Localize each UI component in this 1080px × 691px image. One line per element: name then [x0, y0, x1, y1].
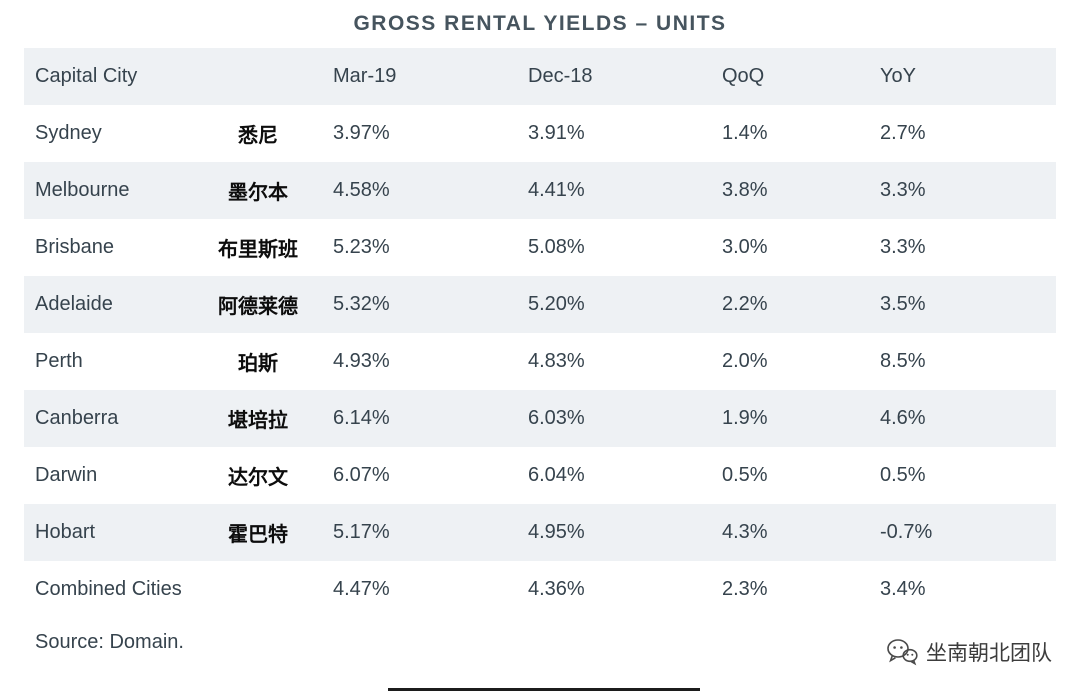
- qoq-value: 2.3%: [722, 578, 768, 600]
- header-dec-18: Dec-18: [528, 65, 593, 87]
- dec18-value: 4.36%: [528, 578, 585, 600]
- table-row-melbourne: Melbourne 墨尔本 4.58% 4.41% 3.8% 3.3%: [24, 162, 1056, 219]
- city-name: Combined Cities: [35, 578, 182, 601]
- watermark: 坐南朝北团队: [886, 637, 1052, 667]
- city-name-chinese: 达尔文: [228, 467, 288, 489]
- qoq-value: 2.0%: [722, 350, 768, 372]
- yoy-value: 4.6%: [880, 407, 926, 429]
- header-qoq: QoQ: [722, 65, 765, 87]
- table-row-combined-cities: Combined Cities 4.47% 4.36% 2.3% 3.4%: [24, 561, 1056, 618]
- dec18-value: 5.20%: [528, 293, 585, 315]
- table-row-hobart: Hobart 霍巴特 5.17% 4.95% 4.3% -0.7%: [24, 504, 1056, 561]
- city-name: Darwin: [35, 464, 98, 486]
- city-cell: Hobart 霍巴特: [24, 504, 333, 561]
- qoq-value: 1.4%: [722, 122, 768, 144]
- yoy-value: 2.7%: [880, 122, 926, 144]
- table-row-brisbane: Brisbane 布里斯班 5.23% 5.08% 3.0% 3.3%: [24, 219, 1056, 276]
- yoy-value: 3.4%: [880, 578, 926, 600]
- qoq-value: 3.8%: [722, 179, 768, 201]
- yoy-value: 8.5%: [880, 350, 926, 372]
- city-cell: Darwin 达尔文: [24, 447, 333, 504]
- city-name-chinese: 霍巴特: [228, 524, 288, 546]
- header-capital-city: Capital City: [35, 65, 138, 87]
- dec18-value: 4.95%: [528, 521, 585, 543]
- table-row-perth: Perth 珀斯 4.93% 4.83% 2.0% 8.5%: [24, 333, 1056, 390]
- city-cell: Brisbane 布里斯班: [24, 219, 333, 276]
- yoy-value: -0.7%: [880, 521, 933, 543]
- city-cell: Adelaide 阿德莱德: [24, 276, 333, 333]
- page-title: GROSS RENTAL YIELDS – UNITS: [353, 12, 727, 35]
- city-name: Hobart: [35, 521, 96, 543]
- city-name-chinese: 墨尔本: [228, 182, 288, 204]
- mar19-value: 6.07%: [333, 464, 390, 486]
- table-row-sydney: Sydney 悉尼 3.97% 3.91% 1.4% 2.7%: [24, 105, 1056, 162]
- table-row-canberra: Canberra 堪培拉 6.14% 6.03% 1.9% 4.6%: [24, 390, 1056, 447]
- dec18-value: 3.91%: [528, 122, 585, 144]
- city-cell: Canberra 堪培拉: [24, 390, 333, 447]
- city-cell: Combined Cities: [24, 561, 333, 618]
- yoy-value: 0.5%: [880, 464, 926, 486]
- city-name-chinese: 悉尼: [238, 125, 278, 147]
- mar19-value: 4.93%: [333, 350, 390, 372]
- city-name: Adelaide: [35, 293, 113, 315]
- table-row-adelaide: Adelaide 阿德莱德 5.32% 5.20% 2.2% 3.5%: [24, 276, 1056, 333]
- qoq-value: 0.5%: [722, 464, 768, 486]
- city-cell: Perth 珀斯: [24, 333, 333, 390]
- yoy-value: 3.5%: [880, 293, 926, 315]
- city-cell: Sydney 悉尼: [24, 105, 333, 162]
- city-cell: Melbourne 墨尔本: [24, 162, 333, 219]
- wechat-icon: [886, 638, 918, 666]
- gross-rental-yields-table: Capital City Mar-19 Dec-18 QoQ YoY Sydne…: [24, 48, 1056, 618]
- qoq-value: 3.0%: [722, 236, 768, 258]
- city-name-chinese: 堪培拉: [228, 410, 288, 432]
- city-name: Sydney: [35, 122, 102, 144]
- city-name: Melbourne: [35, 179, 130, 201]
- city-name-chinese: 阿德莱德: [218, 296, 298, 318]
- qoq-value: 1.9%: [722, 407, 768, 429]
- mar19-value: 6.14%: [333, 407, 390, 429]
- qoq-value: 2.2%: [722, 293, 768, 315]
- dec18-value: 6.04%: [528, 464, 585, 486]
- dec18-value: 6.03%: [528, 407, 585, 429]
- mar19-value: 5.23%: [333, 236, 390, 258]
- watermark-text: 坐南朝北团队: [926, 642, 1052, 665]
- table-row-darwin: Darwin 达尔文 6.07% 6.04% 0.5% 0.5%: [24, 447, 1056, 504]
- city-name: Brisbane: [35, 236, 114, 258]
- mar19-value: 4.47%: [333, 578, 390, 600]
- yoy-value: 3.3%: [880, 236, 926, 258]
- city-name-chinese: 布里斯班: [218, 239, 298, 261]
- mar19-value: 5.32%: [333, 293, 390, 315]
- dec18-value: 5.08%: [528, 236, 585, 258]
- city-name: Canberra: [35, 407, 119, 429]
- table-header-row: Capital City Mar-19 Dec-18 QoQ YoY: [24, 48, 1056, 105]
- city-name-chinese: 珀斯: [238, 353, 278, 375]
- city-name: Perth: [35, 350, 83, 372]
- mar19-value: 3.97%: [333, 122, 390, 144]
- dec18-value: 4.41%: [528, 179, 585, 201]
- mar19-value: 4.58%: [333, 179, 390, 201]
- header-yoy: YoY: [880, 65, 916, 87]
- qoq-value: 4.3%: [722, 521, 768, 543]
- header-mar-19: Mar-19: [333, 65, 397, 87]
- dec18-value: 4.83%: [528, 350, 585, 372]
- yoy-value: 3.3%: [880, 179, 926, 201]
- report-page: GROSS RENTAL YIELDS – UNITS Capital City…: [0, 12, 1080, 691]
- mar19-value: 5.17%: [333, 521, 390, 543]
- source-note: Source: Domain.: [35, 631, 184, 653]
